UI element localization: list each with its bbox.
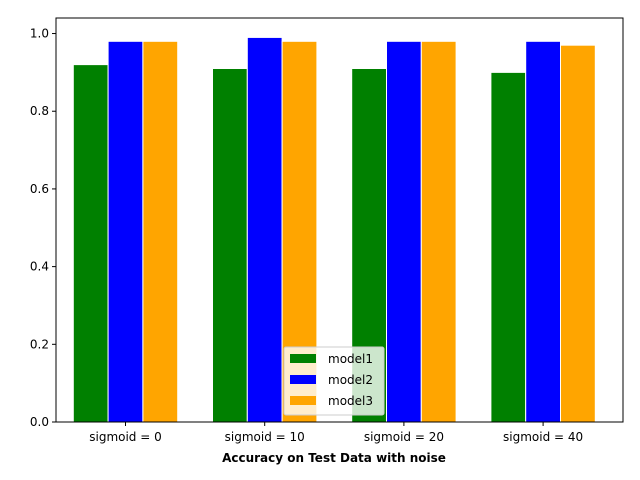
x-axis: sigmoid = 0 sigmoid = 10 sigmoid = 20 sigmo… <box>89 422 583 444</box>
bar-model1-1 <box>72 64 109 423</box>
y-tick-label: 1.0 <box>30 27 49 41</box>
legend-swatch-model3 <box>290 396 316 405</box>
legend-label-model3: model3 <box>328 394 373 408</box>
bar-model2-2 <box>246 36 283 423</box>
x-tick-label: sigmoid = 20 <box>364 430 444 444</box>
bar-model2-4 <box>525 40 562 423</box>
x-tick-label: sigmoid = 10 <box>225 430 305 444</box>
legend-swatch-model1 <box>290 354 316 363</box>
bar-model2-1 <box>107 40 144 423</box>
legend: model1 model2 model3 <box>283 346 385 416</box>
x-tick-label: sigmoid = 0 <box>89 430 162 444</box>
y-axis: 0.0 0.2 0.4 0.6 0.8 1.0 <box>30 27 56 429</box>
legend-swatch-model2 <box>290 375 316 384</box>
legend-label-model2: model2 <box>328 373 373 387</box>
y-tick-label: 0.4 <box>30 260 49 274</box>
y-tick-label: 0.2 <box>30 337 49 351</box>
y-tick-label: 0.6 <box>30 182 49 196</box>
bar-model3-1 <box>142 40 179 423</box>
bar-model1-2 <box>212 68 248 423</box>
y-tick-label: 0.0 <box>30 415 49 429</box>
bars-group <box>72 36 596 423</box>
x-axis-title: Accuracy on Test Data with noise <box>222 451 446 465</box>
bar-model3-4 <box>560 44 596 423</box>
bar-model3-3 <box>420 40 457 423</box>
x-tick-label: sigmoid = 40 <box>503 430 583 444</box>
legend-label-model1: model1 <box>328 352 373 366</box>
bar-model2-3 <box>386 40 422 423</box>
bar-model1-4 <box>490 71 527 423</box>
plot-frame <box>55 17 624 423</box>
y-tick-label: 0.8 <box>30 104 49 118</box>
